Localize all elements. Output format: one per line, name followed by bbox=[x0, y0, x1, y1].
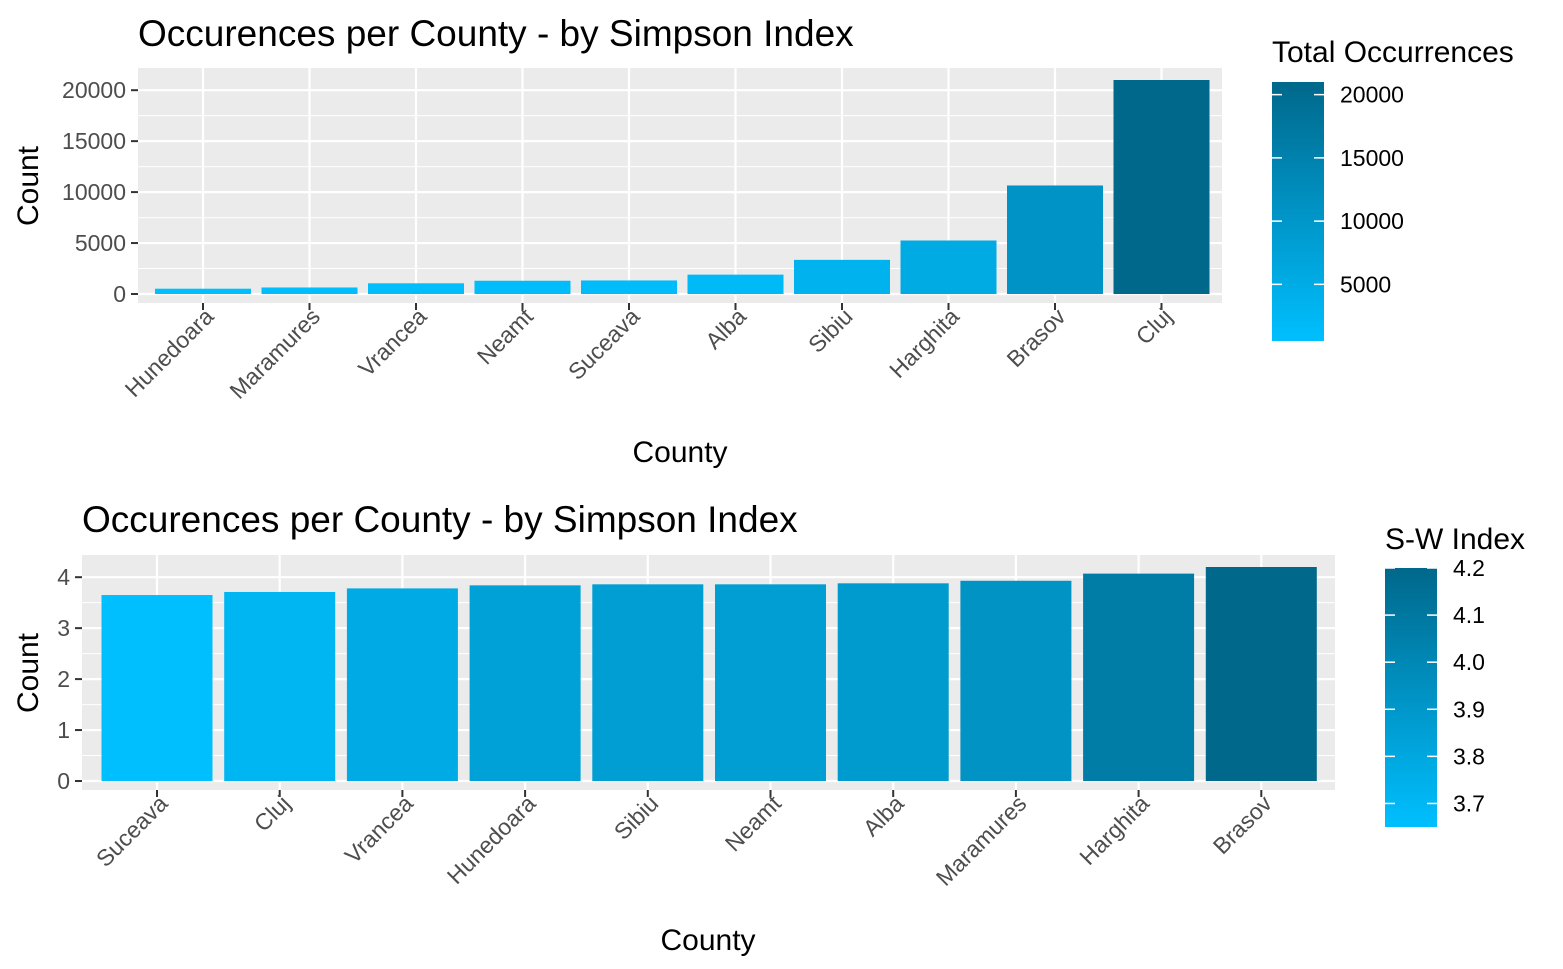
chart-1-x-tick-label: Hunedoara bbox=[120, 303, 219, 402]
chart-1-bar-brasov bbox=[1007, 185, 1103, 294]
chart-2-y-tick-label: 2 bbox=[57, 666, 70, 692]
chart-1-bar-vrancea bbox=[368, 283, 464, 294]
chart-1-y-tick-label: 10000 bbox=[62, 179, 126, 205]
chart-1-x-axis-title: County bbox=[632, 436, 727, 469]
chart-1-bar-maramures bbox=[261, 287, 358, 294]
chart-2-bar-maramures bbox=[960, 580, 1072, 781]
chart-1-legend-tick-label: 10000 bbox=[1340, 208, 1404, 234]
chart-2-legend-tick-label: 4.0 bbox=[1453, 649, 1485, 675]
chart-2-bar-harghita bbox=[1083, 573, 1195, 781]
chart-1-title: Occurences per County - by Simpson Index bbox=[138, 13, 854, 54]
chart-1-bar-harghita bbox=[900, 240, 997, 294]
chart-1-legend-title: Total Occurrences bbox=[1272, 36, 1514, 69]
chart-1-x-tick-label: Cluj bbox=[1131, 303, 1177, 349]
chart-1-bars bbox=[155, 80, 1210, 294]
chart-2-y-axis-title: Count bbox=[12, 632, 45, 713]
chart-2-bar-suceava bbox=[101, 595, 213, 781]
chart-2-y-axis: 0 1 2 3 4 bbox=[57, 564, 82, 794]
chart-2-bar-hunedoara bbox=[469, 585, 581, 781]
chart-2-bar-sibiu bbox=[592, 584, 704, 781]
chart-1-y-axis-title: Count bbox=[12, 145, 45, 226]
chart-2-x-tick-label: Neamt bbox=[720, 790, 787, 857]
chart-1-x-tick-label: Maramures bbox=[224, 303, 325, 404]
chart-1-x-tick-label: Neamt bbox=[472, 303, 539, 370]
chart-1-bar-alba bbox=[687, 274, 784, 294]
chart-2-x-tick-label: Sibiu bbox=[609, 790, 664, 845]
chart-2-bar-vrancea bbox=[346, 588, 458, 781]
chart-2-legend-tick-label: 4.2 bbox=[1453, 555, 1485, 581]
chart-2-x-tick-label: Brasov bbox=[1208, 790, 1277, 859]
chart-1-y-tick-label: 5000 bbox=[75, 230, 126, 256]
chart-2-legend-colorbar bbox=[1385, 568, 1437, 827]
chart-1: Occurences per County - by Simpson Index… bbox=[12, 13, 1514, 469]
chart-1-legend-tick-label: 15000 bbox=[1340, 145, 1404, 171]
chart-2-legend-ticks: 3.7 3.8 3.9 4.0 4.1 4.2 bbox=[1385, 555, 1485, 816]
chart-2-x-tick-label: Cluj bbox=[249, 790, 295, 836]
chart-2: Occurences per County - by Simpson Index… bbox=[12, 499, 1525, 957]
chart-1-y-axis: 0 5000 10000 15000 20000 bbox=[62, 77, 138, 307]
chart-2-y-tick-label: 3 bbox=[57, 615, 70, 641]
chart-1-legend-ticks: 5000 10000 15000 20000 bbox=[1272, 82, 1404, 297]
chart-2-legend-tick-label: 3.7 bbox=[1453, 790, 1485, 816]
chart-2-x-tick-label: Maramures bbox=[931, 790, 1032, 891]
chart-1-y-tick-label: 15000 bbox=[62, 128, 126, 154]
chart-1-x-tick-label: Alba bbox=[700, 303, 751, 354]
chart-1-legend-tick-label: 5000 bbox=[1340, 271, 1391, 297]
chart-2-x-axis: Suceava Cluj Vrancea Hunedoara Sibiu Neamt Alb… bbox=[91, 790, 1277, 891]
chart-2-y-tick-label: 1 bbox=[57, 717, 70, 743]
chart-2-x-tick-label: Vrancea bbox=[340, 790, 419, 869]
chart-1-bar-sibiu bbox=[794, 259, 890, 294]
chart-1-gridlines bbox=[138, 68, 1222, 303]
chart-1-bar-cluj bbox=[1113, 80, 1210, 294]
chart-1-y-tick-label: 20000 bbox=[62, 77, 126, 103]
chart-2-y-tick-label: 0 bbox=[57, 768, 70, 794]
chart-2-x-tick-label: Harghita bbox=[1074, 790, 1154, 870]
chart-2-bar-cluj bbox=[224, 591, 336, 781]
chart-2-x-tick-label: Hunedoara bbox=[442, 790, 541, 889]
chart-1-y-tick-label: 0 bbox=[113, 281, 126, 307]
chart-2-x-tick-label: Alba bbox=[858, 790, 909, 841]
chart-1-legend-colorbar bbox=[1272, 82, 1324, 341]
chart-1-x-tick-label: Sibiu bbox=[803, 303, 858, 358]
chart-2-legend-title: S-W Index bbox=[1385, 523, 1525, 556]
chart-2-x-axis-title: County bbox=[660, 924, 755, 957]
chart-1-x-tick-label: Brasov bbox=[1002, 303, 1071, 372]
chart-2-legend-tick-label: 4.1 bbox=[1453, 602, 1485, 628]
chart-2-bar-brasov bbox=[1205, 567, 1317, 781]
chart-2-legend-tick-label: 3.9 bbox=[1453, 696, 1485, 722]
chart-2-x-tick-label: Suceava bbox=[91, 790, 173, 872]
chart-2-bar-neamt bbox=[715, 584, 826, 781]
chart-1-bar-suceava bbox=[581, 280, 677, 294]
chart-1-bar-hunedoara bbox=[155, 288, 251, 294]
chart-2-bars bbox=[101, 567, 1317, 781]
chart-2-title: Occurences per County - by Simpson Index bbox=[82, 499, 798, 540]
chart-1-x-tick-label: Harghita bbox=[884, 303, 964, 383]
chart-2-legend-tick-label: 3.8 bbox=[1453, 743, 1485, 769]
chart-1-x-axis: Hunedoara Maramures Vrancea Neamt Suceava Alb… bbox=[120, 303, 1177, 404]
chart-2-y-tick-label: 4 bbox=[57, 564, 70, 590]
chart-1-x-tick-label: Suceava bbox=[563, 303, 645, 385]
chart-1-bar-neamt bbox=[474, 280, 571, 294]
chart-1-x-tick-label: Vrancea bbox=[353, 303, 432, 382]
chart-2-bar-alba bbox=[837, 583, 949, 781]
chart-1-legend-tick-label: 20000 bbox=[1340, 82, 1404, 108]
